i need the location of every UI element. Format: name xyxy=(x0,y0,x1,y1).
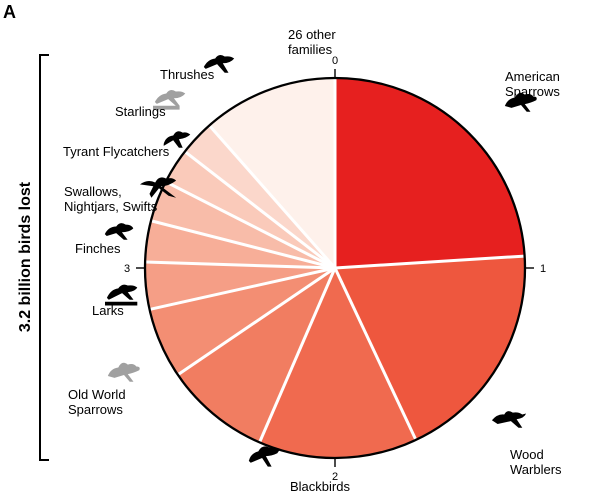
slice-label: Larks xyxy=(92,304,124,319)
pie-slice xyxy=(335,78,525,268)
slice-label: Wood Warblers xyxy=(510,448,562,478)
slice-label: Starlings xyxy=(115,105,166,120)
slice-label: Blackbirds xyxy=(290,480,350,495)
bracket xyxy=(40,55,49,460)
blackbird-icon xyxy=(249,446,279,466)
sparrow-right-icon xyxy=(108,363,140,382)
axis-tick-label: 3 xyxy=(124,263,130,275)
slice-label: Swallows, Nightjars, Swifts xyxy=(64,185,157,215)
slice-label: American Sparrows xyxy=(505,70,560,100)
slice-label: 26 other families xyxy=(288,28,336,58)
slice-label: Old World Sparrows xyxy=(68,388,126,418)
finch-icon xyxy=(105,223,134,240)
slice-label: Tyrant Flycatchers xyxy=(63,145,169,160)
warbler-icon xyxy=(492,411,526,428)
axis-tick-label: 1 xyxy=(540,263,546,275)
slice-label: Finches xyxy=(75,242,121,257)
slice-label: Thrushes xyxy=(160,68,214,83)
